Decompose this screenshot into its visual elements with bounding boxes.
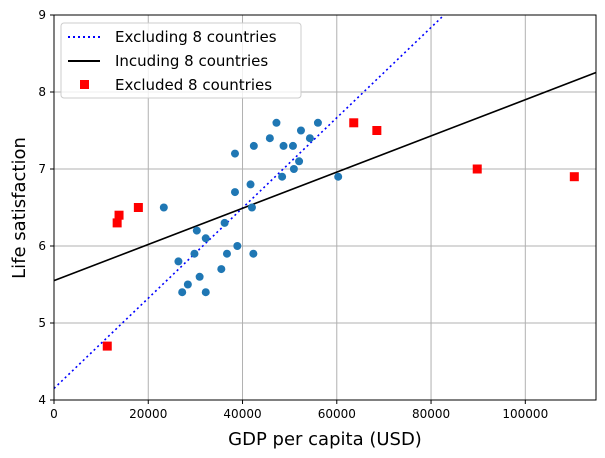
excluded-country-point	[349, 118, 359, 128]
legend-label-including: Incuding 8 countries	[115, 52, 268, 70]
country-point	[222, 249, 231, 258]
country-point	[217, 265, 226, 274]
x-axis-label: GDP per capita (USD)	[228, 429, 422, 450]
excluded-country-point	[472, 164, 482, 174]
country-point	[178, 288, 187, 297]
country-point	[195, 272, 204, 281]
country-point	[230, 188, 239, 197]
country-point	[246, 180, 255, 189]
y-tick-label: 6	[38, 239, 46, 253]
marks	[54, 15, 596, 390]
country-point	[220, 218, 229, 227]
country-point	[313, 118, 322, 127]
country-point	[305, 134, 314, 143]
country-point	[192, 226, 201, 235]
country-point	[190, 249, 199, 258]
y-axis-label: Life satisfaction	[9, 137, 30, 279]
y-tick-label: 7	[38, 162, 46, 176]
excluding-fit-line	[54, 15, 446, 390]
x-tick-label: 40000	[223, 407, 261, 421]
x-tick-label: 0	[50, 407, 58, 421]
country-point	[288, 141, 297, 150]
country-point	[159, 203, 168, 212]
country-point	[233, 242, 242, 250]
country-point	[278, 172, 287, 181]
excluded-country-point	[133, 203, 143, 212]
x-tick-label: 80000	[412, 407, 450, 421]
plot-frame	[53, 14, 597, 401]
excluded-country-point	[102, 341, 112, 351]
including-fit-line	[54, 71, 596, 282]
country-point	[201, 234, 210, 243]
country-point	[183, 280, 192, 289]
excluded-country-point	[112, 218, 122, 228]
ticks: 0 20000 40000 60000 80000 100000 4 5 6 7 8 9	[38, 8, 548, 421]
legend-label-excluded: Excluded 8 countries	[115, 76, 272, 94]
legend-label-excluding: Excluding 8 countries	[115, 28, 277, 46]
legend-box	[60, 22, 302, 99]
y-tick-label: 8	[38, 85, 46, 99]
country-point	[334, 172, 343, 181]
country-point	[289, 165, 298, 173]
x-tick-label: 60000	[318, 407, 356, 421]
y-tick-label: 4	[38, 393, 46, 407]
country-point	[230, 149, 239, 158]
x-tick-label: 100000	[502, 407, 548, 421]
legend-swatch-excluded	[80, 80, 89, 89]
legend: Excluding 8 countries Incuding 8 countri…	[60, 22, 302, 99]
country-point	[247, 203, 256, 212]
country-point	[279, 141, 288, 150]
y-tick-label: 9	[38, 8, 46, 22]
country-point	[272, 118, 281, 127]
country-point	[201, 288, 210, 297]
country-point	[296, 126, 305, 135]
x-tick-label: 20000	[129, 407, 167, 421]
excluded-country-point	[372, 126, 382, 135]
country-point	[295, 157, 304, 166]
excluded-country-point	[569, 172, 579, 182]
country-point	[249, 249, 258, 258]
y-tick-label: 5	[38, 316, 46, 330]
country-point	[265, 134, 274, 143]
country-point	[174, 257, 183, 266]
excluded-country-point	[114, 210, 124, 220]
country-point	[249, 141, 258, 150]
